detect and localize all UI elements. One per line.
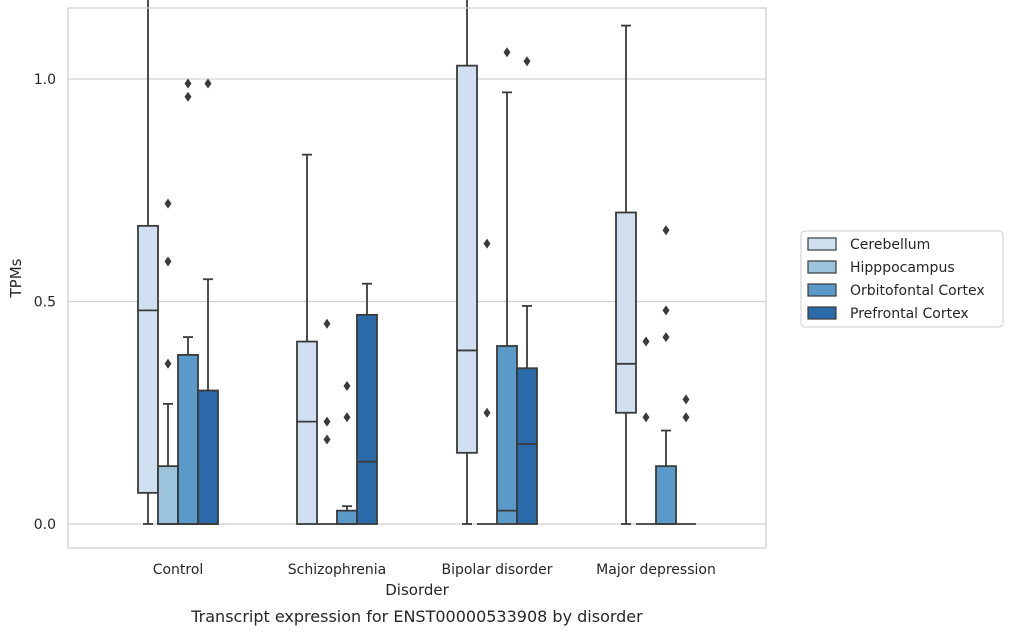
- outlier-point: [682, 412, 690, 423]
- box-2-2: [496, 47, 518, 525]
- outlier-point: [523, 56, 531, 67]
- outlier-point: [662, 332, 670, 343]
- box-3-3: [676, 394, 696, 525]
- box: [456, 64, 478, 454]
- legend: Cerebellum Hipppocampus Orbitofontal Corte…: [800, 230, 1004, 328]
- outlier-point: [323, 416, 331, 427]
- box-1-1: [317, 318, 337, 525]
- outlier-point: [343, 381, 351, 392]
- plot-area: [137, 0, 696, 525]
- y-tick-label: 1.0: [34, 72, 56, 88]
- x-axis: Control Schizophrenia Bipolar disorder Majo…: [153, 562, 716, 578]
- box-1-0: [157, 198, 179, 525]
- outlier-point: [642, 412, 650, 423]
- outlier-point: [483, 238, 491, 249]
- legend-label: Orbitofontal Cortex: [850, 283, 985, 299]
- legend-box: [800, 230, 1004, 328]
- x-tick-label: Control: [153, 562, 204, 578]
- outlier-point: [662, 305, 670, 316]
- outlier-point: [483, 407, 491, 418]
- y-tick-label: 0.0: [34, 517, 56, 533]
- legend-swatch: [807, 237, 837, 251]
- legend-swatch: [807, 283, 837, 297]
- outlier-point: [164, 198, 172, 209]
- outlier-point: [503, 47, 511, 58]
- box-1-2: [477, 238, 497, 525]
- box: [615, 211, 637, 414]
- box: [296, 340, 318, 525]
- legend-label: Cerebellum: [850, 237, 930, 253]
- box-0-2: [456, 0, 478, 525]
- box-0-1: [296, 153, 318, 525]
- legend-swatch: [807, 306, 837, 320]
- box-1-3: [636, 336, 656, 525]
- outlier-point: [204, 78, 212, 89]
- box-3-1: [356, 282, 378, 525]
- box: [496, 345, 518, 525]
- box-0-0: [137, 0, 159, 525]
- grid-lines: [68, 78, 766, 525]
- outlier-point: [323, 318, 331, 329]
- legend-label: Prefrontal Cortex: [850, 306, 969, 322]
- box: [137, 224, 159, 494]
- outlier-point: [682, 394, 690, 405]
- outlier-point: [662, 225, 670, 236]
- legend-swatch: [807, 260, 837, 274]
- box: [197, 389, 219, 525]
- box: [157, 465, 179, 525]
- y-axis-label: TPMs: [7, 258, 25, 298]
- outlier-point: [184, 91, 192, 102]
- box: [655, 465, 677, 525]
- figure-caption: Transcript expression for ENST0000053390…: [190, 607, 643, 626]
- outlier-point: [343, 412, 351, 423]
- x-tick-label: Major depression: [596, 562, 716, 578]
- box-2-3: [655, 225, 677, 525]
- box-0-3: [615, 24, 637, 525]
- box: [516, 367, 538, 525]
- x-tick-label: Schizophrenia: [288, 562, 386, 578]
- plot-frame: [67, 7, 767, 549]
- box-3-0: [197, 78, 219, 525]
- box: [177, 353, 199, 525]
- y-tick-label: 0.5: [34, 295, 56, 311]
- legend-label: Hipppocampus: [850, 260, 955, 276]
- x-tick-label: Bipolar disorder: [441, 562, 552, 578]
- outlier-point: [323, 434, 331, 445]
- box: [356, 313, 378, 525]
- outlier-point: [164, 256, 172, 267]
- box-2-1: [336, 381, 358, 525]
- x-axis-label: Disorder: [385, 581, 449, 599]
- y-axis: 0.00.51.01.52.0: [34, 72, 56, 533]
- box-3-2: [516, 56, 538, 525]
- box: [336, 509, 358, 525]
- outlier-point: [642, 336, 650, 347]
- outlier-point: [184, 78, 192, 89]
- outlier-point: [164, 358, 172, 369]
